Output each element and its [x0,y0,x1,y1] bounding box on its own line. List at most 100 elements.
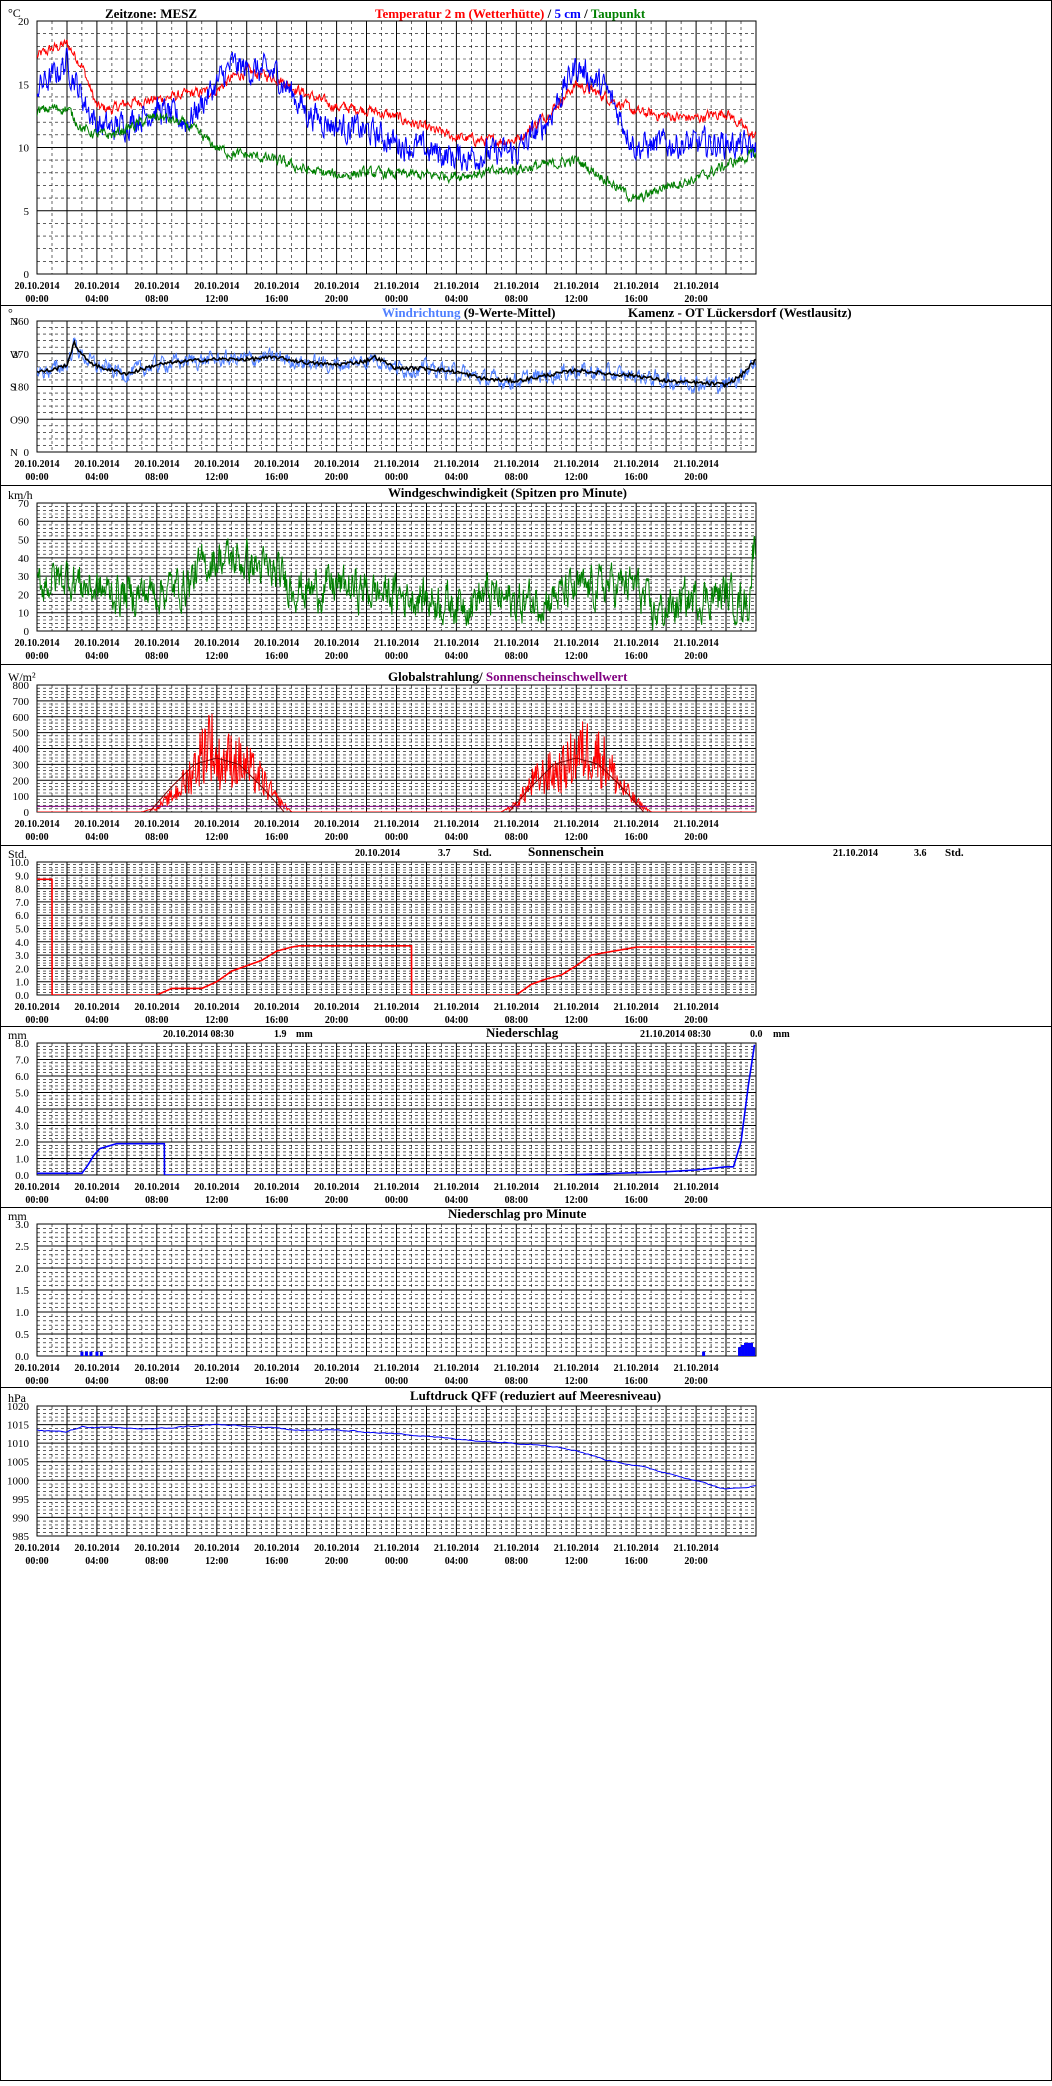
x-tick-time: 20:00 [684,832,707,843]
x-tick-date: 21.10.2014 [554,819,599,830]
x-tick-time: 20:00 [684,1376,707,1387]
y-tick-label: 1010 [7,1438,30,1450]
y-tick-label: 985 [13,1531,30,1543]
x-tick-time: 00:00 [25,1195,48,1206]
x-tick-date: 21.10.2014 [554,1002,599,1013]
precip-bar [752,1347,756,1356]
precip-bar [95,1351,99,1356]
x-tick-date: 20.10.2014 [74,1002,119,1013]
plot-frame [36,502,757,632]
series-windgeschwindigkeit [37,535,756,631]
major-grid [36,502,757,632]
x-tick-time: 08:00 [505,472,528,483]
x-tick-time: 16:00 [265,1195,288,1206]
day-label-unit: Std. [473,847,492,859]
x-tick-date: 21.10.2014 [614,1363,659,1374]
y-tick-label: 1020 [7,1401,30,1413]
x-tick-time: 20:00 [684,1556,707,1567]
x-tick-date: 20.10.2014 [74,638,119,649]
x-tick-time: 12:00 [205,472,228,483]
x-tick-time: 04:00 [85,1195,108,1206]
series-windrichtung [37,336,756,395]
y-tick-label: 20 [18,16,30,28]
y-tick-label: 600 [13,712,30,724]
plot-frame [36,1405,757,1537]
day-label-unit: mm [773,1029,790,1040]
major-grid [36,1042,757,1176]
x-tick-date: 20.10.2014 [74,1363,119,1374]
x-tick-time: 12:00 [205,1195,228,1206]
unit-label: hPa [8,1391,27,1405]
x-tick-date: 20.10.2014 [254,819,299,830]
y-tick-label: 1.0 [15,977,29,989]
x-tick-date: 20.10.2014 [15,1543,60,1554]
clear-sky-envelope [508,757,645,813]
x-tick-date: 21.10.2014 [494,1182,539,1193]
x-tick-date: 20.10.2014 [74,281,119,292]
major-grid [36,684,757,813]
x-tick-time: 12:00 [205,651,228,662]
x-tick-time: 00:00 [25,651,48,662]
day-label-date: 20.10.2014 08:30 [163,1029,234,1040]
x-tick-time: 20:00 [325,1556,348,1567]
x-tick-time: 04:00 [85,1376,108,1387]
x-tick-time: 08:00 [505,651,528,662]
x-tick-time: 00:00 [385,651,408,662]
x-tick-date: 21.10.2014 [434,638,479,649]
y-tick-label: 1.0 [15,1154,29,1166]
x-tick-time: 12:00 [205,1376,228,1387]
unit-label: ° [8,306,13,320]
y-tick-label: 4.0 [15,1104,29,1116]
x-tick-date: 20.10.2014 [254,1182,299,1193]
title-part: Temperatur 2 m (Wetterhütte) [375,6,544,21]
x-tick-date: 21.10.2014 [434,459,479,470]
x-tick-time: 16:00 [265,1556,288,1567]
series-wind-direction-mean [37,339,756,389]
x-tick-time: 00:00 [385,472,408,483]
y-tick-label: 0 [24,626,30,638]
precip-bar [750,1342,754,1356]
unit-label: Std. [8,847,27,861]
y-tick-label: 10.0 [10,857,30,869]
x-tick-date: 20.10.2014 [194,1543,239,1554]
x-tick-date: 21.10.2014 [494,1543,539,1554]
x-tick-time: 04:00 [445,1015,468,1026]
x-tick-date: 20.10.2014 [134,459,179,470]
day-label-unit: mm [296,1029,313,1040]
x-tick-date: 21.10.2014 [674,1182,719,1193]
x-tick-date: 21.10.2014 [434,1182,479,1193]
x-tick-time: 12:00 [565,1015,588,1026]
x-tick-time: 12:00 [565,472,588,483]
x-tick-time: 20:00 [325,832,348,843]
y-tick-label: 0 [24,447,30,459]
x-tick-date: 21.10.2014 [374,638,419,649]
series-niederschlag [37,1044,756,1175]
unit-label: mm [8,1028,27,1042]
precip-bar [747,1342,751,1356]
x-tick-date: 20.10.2014 [314,1002,359,1013]
x-tick-time: 00:00 [385,294,408,305]
x-tick-time: 04:00 [85,1556,108,1567]
x-tick-time: 08:00 [145,651,168,662]
title-part: Globalstrahlung [388,669,480,684]
y-tick-label: 2.0 [15,1137,29,1149]
y-tick-label: 20 [18,589,30,601]
x-tick-time: 12:00 [565,651,588,662]
y-tick-label: 3.0 [15,950,29,962]
x-tick-date: 20.10.2014 [194,1182,239,1193]
x-tick-time: 04:00 [85,1015,108,1026]
day-label-unit: Std. [945,847,964,859]
x-tick-date: 20.10.2014 [194,638,239,649]
compass-label: N [10,316,18,328]
y-tick-label: 5 [24,206,30,218]
compass-label: S [10,382,16,394]
chart-title: Sonnenschein [528,844,605,859]
chart-wind_direction: 0 90 180 270 360° 20.10.2014 00:00 20.10.2014 04… [0,305,1052,483]
title-part: Windrichtung [382,305,461,320]
title-part: Taupunkt [591,6,646,21]
precip-bar [702,1351,706,1356]
x-tick-date: 21.10.2014 [434,281,479,292]
x-tick-date: 21.10.2014 [674,819,719,830]
